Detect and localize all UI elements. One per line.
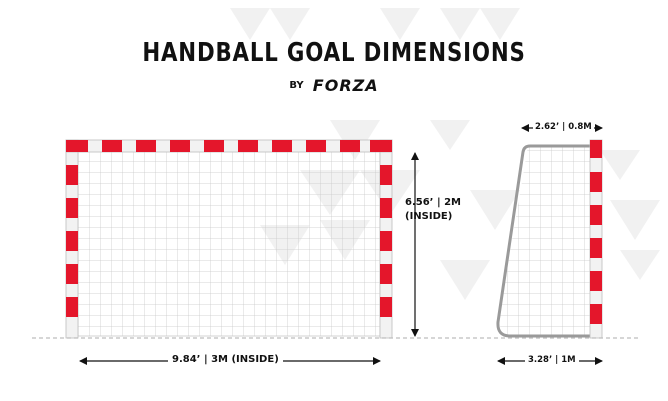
goal-net bbox=[78, 150, 380, 336]
height-label-line2: (INSIDE) bbox=[405, 211, 453, 222]
crossbar-stripes bbox=[66, 140, 392, 152]
side-frame bbox=[496, 144, 590, 338]
width-label: 9.84’ | 3M (INSIDE) bbox=[168, 354, 283, 365]
side-view-goal bbox=[496, 139, 603, 339]
depth-base-label: 3.28’ | 1M bbox=[525, 355, 579, 365]
height-label: 6.56’ | 2M (INSIDE) bbox=[405, 196, 461, 224]
left-post-stripes bbox=[66, 165, 78, 317]
byline: BY FORZA bbox=[0, 75, 668, 95]
brand-logo: FORZA bbox=[312, 76, 379, 95]
byline-by: BY bbox=[289, 80, 304, 91]
right-post-stripes bbox=[380, 165, 392, 317]
depth-top-label: 2.62’ | 0.8M bbox=[533, 122, 594, 132]
page-title: HANDBALL GOAL DIMENSIONS bbox=[142, 38, 526, 68]
side-post-stripes bbox=[590, 140, 602, 324]
height-label-line1: 6.56’ | 2M bbox=[405, 197, 461, 208]
